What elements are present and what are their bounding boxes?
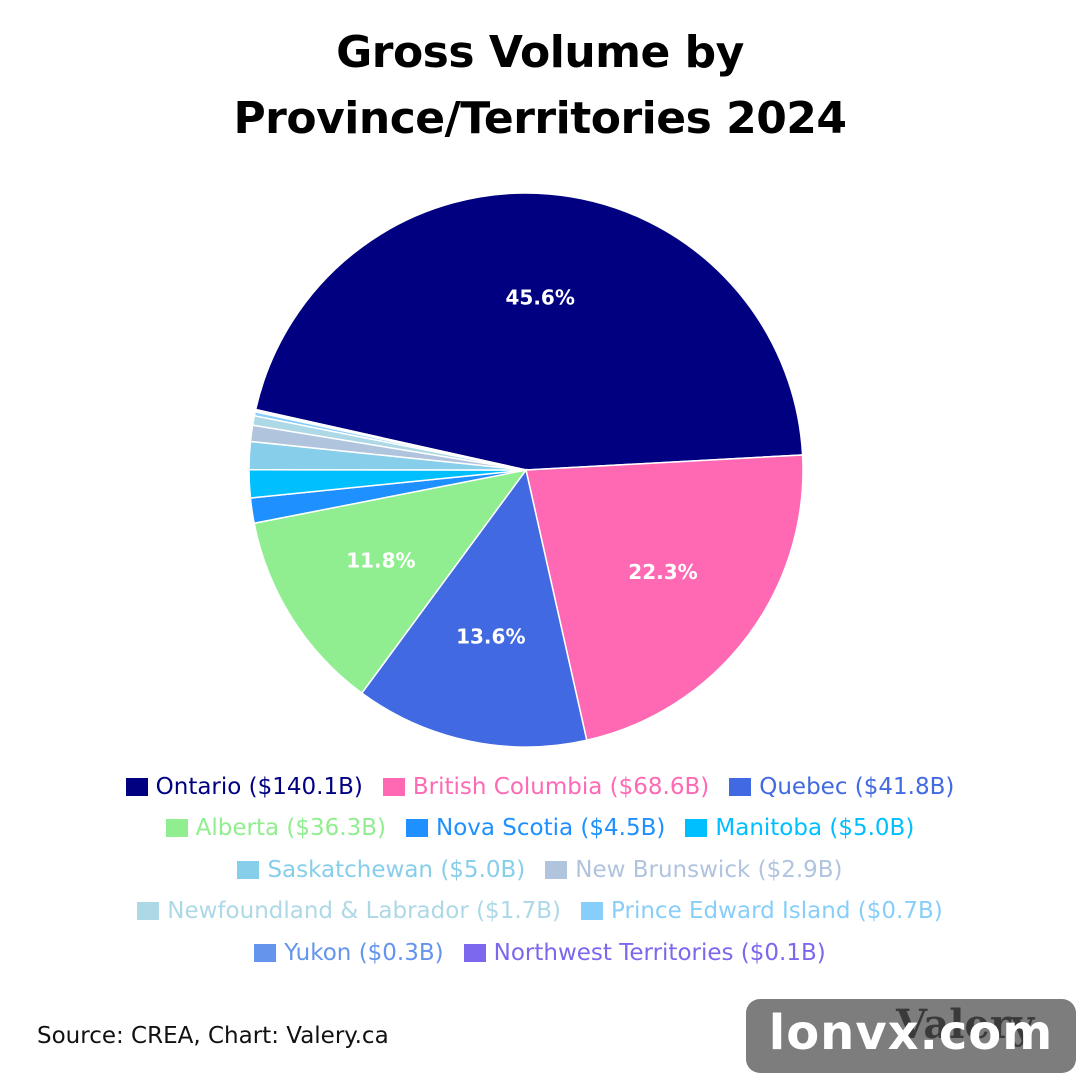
legend-item-1: British Columbia ($68.6B) <box>382 772 710 802</box>
legend-item-5: Manitoba ($5.0B) <box>685 813 914 843</box>
pie-slice-0 <box>254 192 804 471</box>
legend-label-10: Yukon ($0.3B) <box>284 939 444 966</box>
legend-item-0: Ontario ($140.1B) <box>125 772 363 802</box>
chart-legend: Ontario ($140.1B) British Columbia ($68.6… <box>0 766 1080 974</box>
pie-slice-2 <box>360 468 588 748</box>
legend-swatch-0 <box>125 777 148 796</box>
legend-swatch-8 <box>137 902 160 921</box>
legend-item-4: Nova Scotia ($4.5B) <box>406 813 665 843</box>
legend-swatch-9 <box>581 902 604 921</box>
pie-slice-1 <box>525 454 804 742</box>
legend-row-0: Ontario ($140.1B) British Columbia ($68.6… <box>0 766 1080 808</box>
legend-label-1: British Columbia ($68.6B) <box>412 773 710 800</box>
legend-label-3: Alberta ($36.3B) <box>195 815 386 842</box>
legend-item-11: Northwest Territories ($0.1B) <box>463 938 826 968</box>
pie-slice-3 <box>253 468 528 695</box>
legend-item-2: Quebec ($41.8B) <box>729 772 954 802</box>
legend-label-9: Prince Edward Island ($0.7B) <box>611 898 943 925</box>
legend-label-11: Northwest Territories ($0.1B) <box>493 939 826 966</box>
pie-slice-11 <box>254 408 527 471</box>
chart-title-line-1: Gross Volume by <box>336 27 744 78</box>
legend-swatch-1 <box>382 777 405 796</box>
legend-item-3: Alberta ($36.3B) <box>165 813 386 843</box>
legend-item-7: New Brunswick ($2.9B) <box>545 855 843 885</box>
legend-row-2: Saskatchewan ($5.0B) New Brunswick ($2.9B… <box>0 849 1080 891</box>
watermark-text: lonvx.com <box>768 1005 1054 1061</box>
pie-slice-label-3: 11.8% <box>346 548 415 572</box>
legend-row-4: Yukon ($0.3B) Northwest Territories ($0.1… <box>0 932 1080 974</box>
pie-slice-label-1: 22.3% <box>628 560 697 584</box>
legend-label-0: Ontario ($140.1B) <box>155 773 363 800</box>
pie-chart: 45.6% 22.3% 13.6% 11.8% <box>248 192 804 748</box>
legend-swatch-7 <box>545 860 568 879</box>
pie-slice-label-2: 13.6% <box>456 625 525 649</box>
pie-slice-label-0: 45.6% <box>506 285 575 309</box>
legend-swatch-3 <box>165 819 188 838</box>
legend-label-7: New Brunswick ($2.9B) <box>575 856 843 883</box>
legend-row-3: Newfoundland & Labrador ($1.7B) Prince Ed… <box>0 891 1080 933</box>
legend-label-2: Quebec ($41.8B) <box>759 773 955 800</box>
legend-swatch-6 <box>237 860 260 879</box>
legend-swatch-4 <box>406 819 428 838</box>
legend-row-1: Alberta ($36.3B) Nova Scotia ($4.5B) Manit… <box>0 808 1080 850</box>
legend-label-6: Saskatchewan ($5.0B) <box>267 856 526 883</box>
legend-swatch-10 <box>254 943 277 962</box>
watermark-badge: Valery lonvx.com <box>746 999 1076 1073</box>
chart-title-line-2: Province/Territories 2024 <box>233 93 847 144</box>
legend-swatch-2 <box>729 777 752 796</box>
legend-item-8: Newfoundland & Labrador ($1.7B) <box>137 896 561 926</box>
legend-item-10: Yukon ($0.3B) <box>254 938 444 968</box>
source-caption: Source: CREA, Chart: Valery.ca <box>37 1023 389 1049</box>
legend-swatch-5 <box>685 819 708 838</box>
legend-item-9: Prince Edward Island ($0.7B) <box>581 896 943 926</box>
legend-label-5: Manitoba ($5.0B) <box>715 815 915 842</box>
legend-label-8: Newfoundland & Labrador ($1.7B) <box>167 898 562 925</box>
chart-title: Gross Volume by Province/Territories 202… <box>0 20 1080 152</box>
watermark-brand-logo: Valery <box>896 1001 1035 1048</box>
legend-item-6: Saskatchewan ($5.0B) <box>237 855 525 885</box>
legend-label-4: Nova Scotia ($4.5B) <box>436 815 666 842</box>
legend-swatch-11 <box>463 943 486 962</box>
